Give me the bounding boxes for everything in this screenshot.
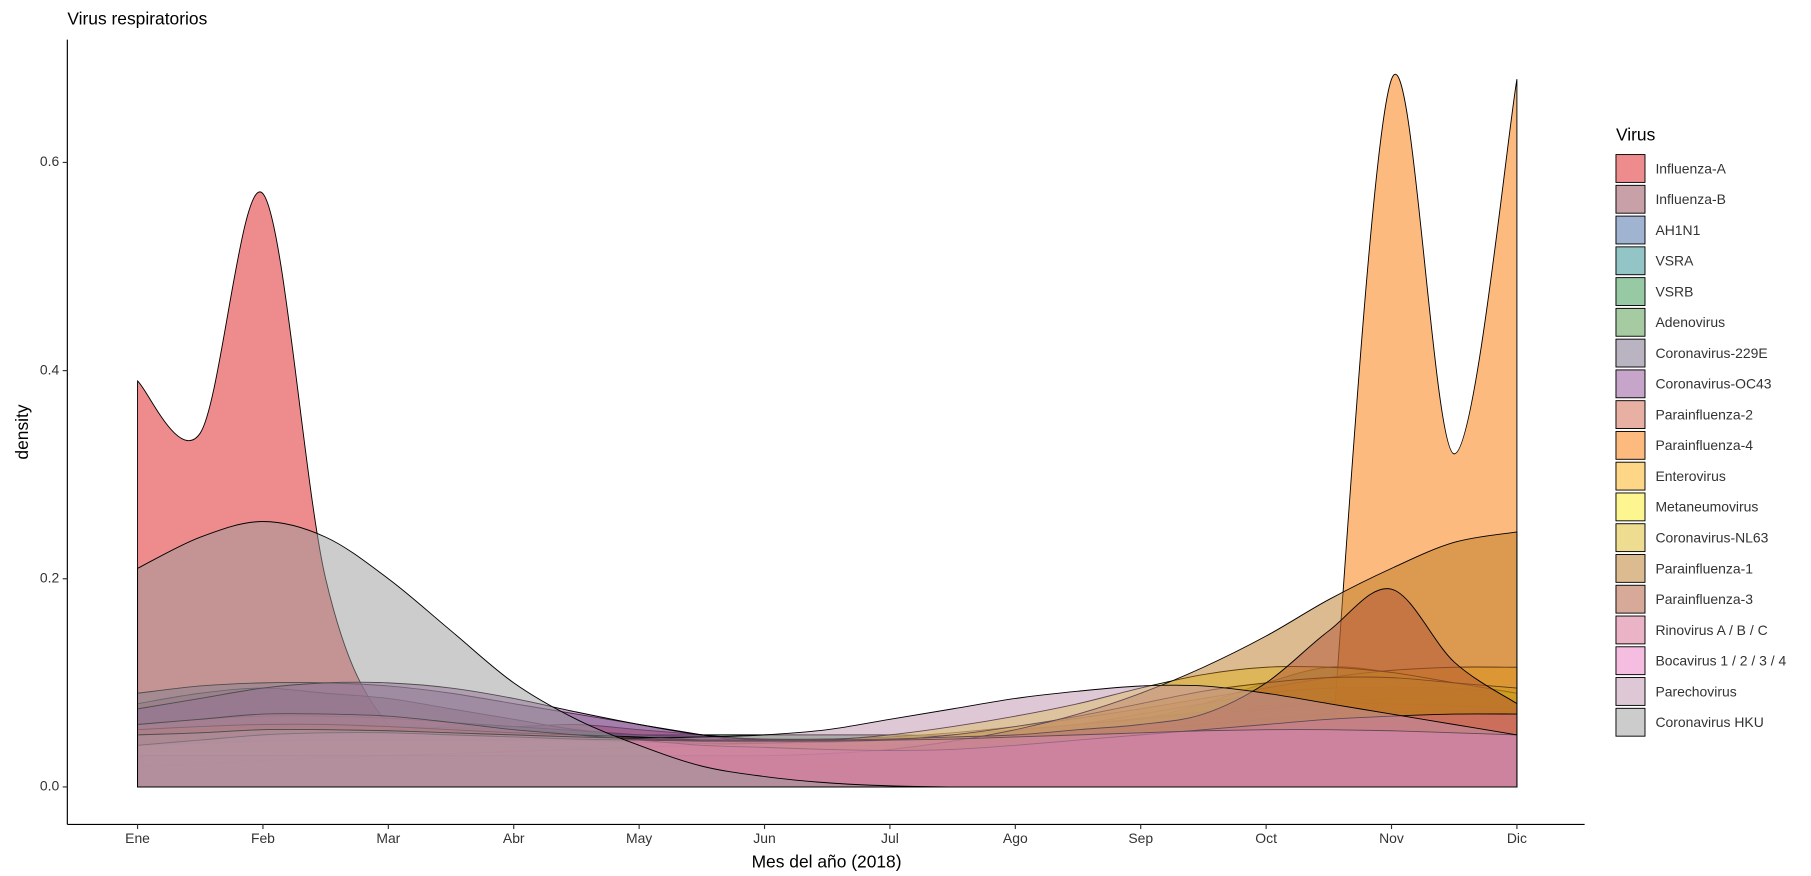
x-tick-label: Ago	[1003, 830, 1028, 846]
legend-label: Parainfluenza-1	[1655, 560, 1753, 576]
legend-key	[1615, 430, 1646, 460]
x-tick-label: Mar	[376, 830, 400, 846]
legend-key	[1615, 215, 1646, 245]
y-tick-label: 0.6	[40, 153, 60, 169]
legend-key	[1615, 338, 1646, 368]
legend-label: Parainfluenza-2	[1655, 406, 1753, 422]
y-tick-label: 0.2	[40, 569, 60, 585]
legend-key	[1615, 400, 1646, 429]
legend-label: Parainfluenza-4	[1655, 437, 1753, 453]
x-axis-label: Mes del año (2018)	[752, 851, 902, 871]
legend-key	[1615, 707, 1646, 737]
x-tick-label: Abr	[503, 830, 525, 846]
plot-area	[137, 74, 1518, 788]
legend-label: VSRB	[1655, 283, 1693, 299]
legend-key	[1615, 584, 1646, 614]
legend-label: Coronavirus-OC43	[1655, 376, 1771, 392]
legend-label: Influenza-B	[1655, 191, 1725, 207]
legend-title: Virus	[1616, 125, 1656, 145]
x-tick-label: Oct	[1255, 830, 1277, 846]
legend-label: Parainfluenza-3	[1655, 591, 1753, 607]
density-area	[137, 521, 953, 788]
legend-key	[1615, 646, 1646, 676]
x-tick-label: Jul	[881, 830, 899, 846]
legend-label: Rinovirus A / B / C	[1655, 622, 1767, 638]
legend-key	[1615, 677, 1646, 706]
legend-label: Coronavirus-229E	[1655, 345, 1767, 361]
x-tick-label: Sep	[1128, 830, 1153, 846]
legend-key	[1615, 307, 1646, 337]
legend-key	[1615, 615, 1646, 645]
x-tick-label: Nov	[1379, 830, 1404, 846]
legend-label: VSRA	[1655, 253, 1694, 269]
legend-label: Influenza-A	[1655, 160, 1726, 176]
x-tick-label: Ene	[125, 830, 150, 846]
y-tick-label: 0.4	[40, 361, 60, 377]
legend-key	[1615, 184, 1646, 214]
legend-key	[1615, 369, 1646, 399]
legend-key	[1615, 492, 1646, 522]
legend-label: Coronavirus HKU	[1655, 714, 1763, 730]
legend-key	[1615, 523, 1646, 553]
y-tick-label: 0.0	[40, 778, 60, 794]
legend-label: Enterovirus	[1655, 468, 1725, 484]
y-axis-label: density	[12, 404, 32, 459]
legend-label: Coronavirus-NL63	[1655, 530, 1768, 546]
x-tick-label: Feb	[251, 830, 275, 846]
legend-key	[1615, 554, 1646, 583]
legend-key	[1615, 246, 1646, 276]
legend-key	[1615, 461, 1646, 491]
legend-label: Parechovirus	[1655, 683, 1736, 699]
chart-title: Virus respiratorios	[67, 8, 207, 28]
legend-label: Bocavirus 1 / 2 / 3 / 4	[1655, 653, 1786, 669]
legend-label: Adenovirus	[1655, 314, 1725, 330]
x-tick-label: May	[626, 830, 652, 846]
legend-key	[1615, 154, 1646, 183]
x-tick-label: Jun	[753, 830, 775, 846]
x-tick-label: Dic	[1507, 830, 1527, 846]
legend-key	[1615, 277, 1646, 306]
legend-label: AH1N1	[1655, 222, 1700, 238]
legend-label: Metaneumovirus	[1655, 499, 1758, 515]
